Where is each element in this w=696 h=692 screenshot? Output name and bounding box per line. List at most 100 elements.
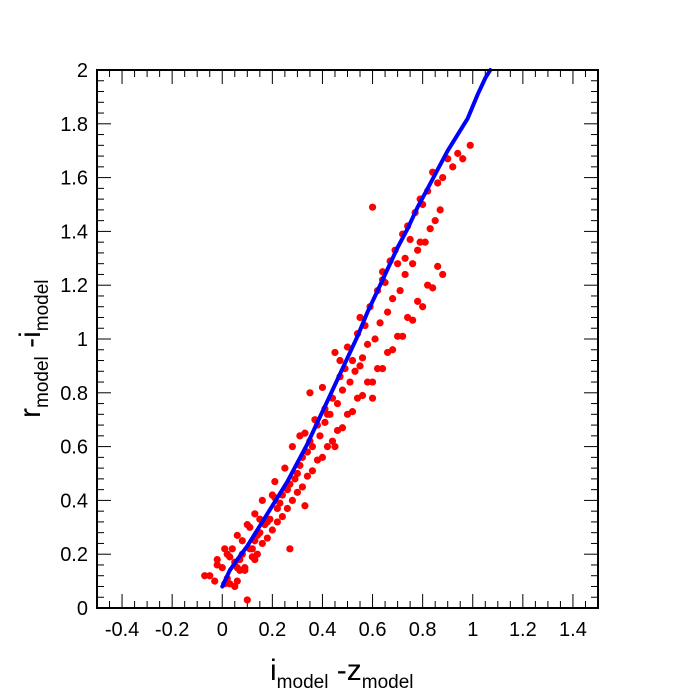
data-point: [296, 432, 304, 440]
data-point: [419, 303, 427, 311]
data-point: [241, 564, 249, 572]
data-point: [343, 343, 352, 351]
data-point: [276, 499, 284, 507]
data-point: [308, 443, 317, 451]
data-point: [333, 426, 342, 435]
y-tick-label: 1.6: [60, 168, 88, 190]
y-tick-label: 0.2: [60, 544, 88, 566]
data-point: [291, 475, 299, 483]
data-point: [321, 418, 329, 426]
data-point: [206, 572, 214, 580]
data-point: [293, 488, 301, 496]
data-point: [258, 496, 266, 504]
data-point: [326, 410, 334, 418]
data-point: [399, 332, 407, 340]
data-point: [414, 297, 422, 305]
data-point: [409, 260, 417, 268]
x-tick-label: -0.4: [105, 619, 139, 641]
data-point: [401, 254, 409, 262]
data-point: [421, 238, 429, 246]
data-point: [363, 378, 372, 386]
data-point: [233, 577, 241, 585]
data-point: [213, 555, 221, 564]
data-point: [223, 550, 231, 558]
data-point: [439, 270, 447, 279]
data-point: [426, 225, 434, 233]
data-point: [466, 141, 474, 149]
data-point: [404, 313, 412, 322]
x-axis-title: imodel -zmodel: [270, 654, 414, 692]
x-tick-label: 0.4: [309, 619, 337, 641]
data-point: [454, 149, 462, 157]
data-point: [233, 531, 241, 539]
y-axis-title-sub: model: [32, 356, 53, 408]
data-point: [394, 260, 402, 268]
data-point: [246, 523, 254, 531]
x-tick-label: 0.2: [258, 619, 286, 641]
data-point: [449, 163, 457, 171]
data-point: [348, 356, 357, 365]
tick-labels: -0.4 -0.2 0 0.2 0.4 0.6 0.8 1 1.2 1.4 0 0.2 0.4 0.6 0.…: [60, 60, 587, 641]
data-point: [358, 354, 367, 362]
x-tick-label: 0: [217, 619, 228, 641]
data-point: [376, 319, 384, 327]
data-point: [301, 502, 309, 510]
data-point: [338, 386, 347, 394]
y-tick-label: 0.4: [60, 490, 88, 512]
data-point: [383, 348, 392, 357]
data-point: [318, 383, 327, 392]
x-tick-label: 1: [467, 619, 478, 641]
y-tick-label: 0.8: [60, 383, 88, 405]
plot-frame: [96, 69, 599, 609]
data-point: [283, 504, 291, 513]
data-point: [288, 443, 296, 451]
data-point: [351, 367, 359, 375]
data-point: [266, 515, 274, 523]
data-point: [401, 270, 409, 279]
data-point: [434, 262, 442, 270]
data-point: [333, 399, 342, 408]
x-tick-label: 0.8: [409, 619, 437, 641]
data-point: [356, 313, 364, 322]
data-point: [363, 340, 372, 348]
fit-line: [220, 68, 493, 589]
data-point: [353, 394, 362, 402]
data-point: [228, 545, 236, 553]
data-point: [424, 281, 432, 289]
data-point: [331, 443, 339, 451]
data-point: [298, 483, 307, 491]
data-point: [434, 179, 442, 187]
y-tick-label: 1.2: [60, 275, 88, 297]
data-point: [221, 545, 229, 553]
data-point: [439, 174, 447, 182]
data-point: [268, 526, 276, 534]
y-tick-label: 1.4: [60, 221, 88, 243]
data-point: [243, 596, 251, 604]
data-point: [238, 537, 246, 545]
data-point: [406, 235, 414, 244]
data-point: [323, 443, 332, 451]
y-tick-label: 0: [77, 598, 88, 620]
x-axis-title-main2: -z: [328, 654, 361, 687]
data-point: [281, 464, 289, 472]
data-point: [218, 564, 226, 572]
data-point: [431, 217, 439, 225]
data-point: [459, 155, 467, 163]
data-point: [278, 512, 286, 521]
data-point: [271, 477, 279, 486]
data-point: [303, 472, 312, 480]
data-point: [383, 308, 392, 316]
y-tick-label: 1: [77, 329, 88, 351]
data-point: [414, 246, 422, 254]
data-point: [416, 238, 424, 246]
data-point: [226, 580, 234, 588]
data-point: [306, 389, 314, 397]
data-point: [258, 539, 266, 548]
data-point: [201, 572, 209, 580]
data-point: [368, 394, 377, 402]
data-point: [308, 467, 317, 475]
data-point: [343, 410, 352, 418]
y-axis-title-sub2: model: [32, 280, 53, 332]
x-tick-label: 1.4: [559, 619, 587, 641]
